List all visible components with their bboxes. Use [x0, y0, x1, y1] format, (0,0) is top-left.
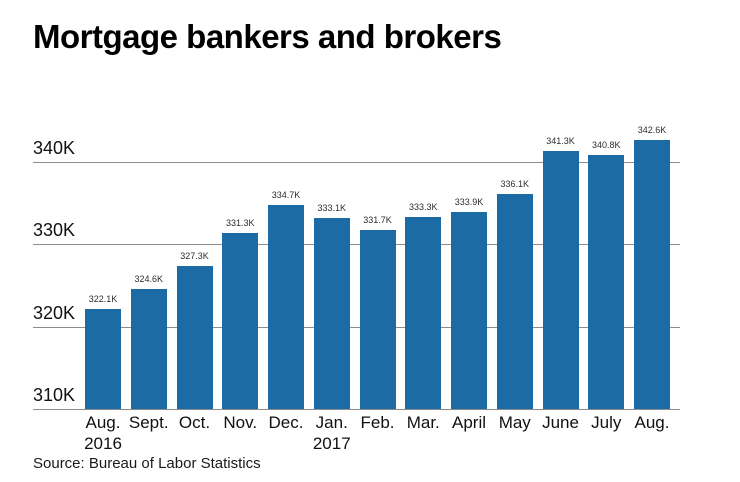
- x-axis-tick-label: April: [424, 412, 514, 433]
- x-axis-tick-label: Oct.: [150, 412, 240, 433]
- x-axis-tick-label: Nov.: [195, 412, 285, 433]
- gridline: [33, 409, 680, 410]
- bar-value-label: 334.7K: [271, 190, 301, 201]
- x-axis-month-label: May: [498, 413, 531, 432]
- bar: [268, 205, 304, 409]
- y-axis-tick-label: 340K: [33, 137, 76, 158]
- bar-value-label: 333.3K: [408, 201, 438, 212]
- x-axis-tick-label: Dec.: [241, 412, 331, 433]
- bar: [542, 150, 579, 409]
- x-axis-month-label: Oct.: [178, 413, 211, 432]
- y-axis-tick-label: 310K: [33, 385, 76, 405]
- gridline: [33, 161, 680, 163]
- gridline: [33, 326, 680, 328]
- bar: [222, 233, 259, 409]
- x-axis-month-label: April: [451, 413, 486, 432]
- x-axis-month-label: Jan.: [315, 413, 348, 432]
- gridline: [33, 244, 680, 245]
- x-axis-month-label: Aug.: [634, 413, 670, 432]
- bar-value-label: 336.1K: [500, 178, 530, 189]
- x-axis-month-label: Mar.: [406, 413, 440, 432]
- bar: [451, 211, 487, 409]
- bar: [313, 218, 350, 409]
- x-axis-tick-label: Sept.: [104, 412, 194, 433]
- x-axis-month-label: Nov.: [223, 413, 258, 432]
- bar-value-label: 340.8K: [591, 139, 621, 150]
- x-axis-year-label: 2017: [312, 434, 351, 453]
- bar-value-label: 324.6K: [134, 273, 164, 284]
- x-axis-month-label: June: [542, 413, 579, 432]
- x-axis-month-label: Dec.: [268, 413, 304, 432]
- bar-value-label: 333.9K: [454, 196, 484, 207]
- bar-value-label: 333.1K: [317, 203, 347, 214]
- x-axis-tick-label: Jan. 2017: [287, 412, 377, 454]
- bar: [405, 216, 442, 409]
- bar: [588, 154, 625, 409]
- x-axis-month-label: Aug.: [85, 413, 121, 432]
- chart-title: Mortgage bankers and brokers: [33, 18, 502, 55]
- x-axis-year-label: 2016: [84, 434, 122, 453]
- bar: [130, 288, 167, 409]
- x-axis-tick-label: July: [561, 412, 651, 433]
- bar-value-label: 342.6K: [637, 125, 667, 136]
- bar: [359, 229, 396, 409]
- x-axis-tick-label: May: [470, 412, 560, 433]
- x-axis-tick-label: Aug. 2016: [58, 412, 148, 454]
- bar-value-label: 322.1K: [88, 294, 118, 305]
- bar: [496, 193, 533, 409]
- bar-value-label: 331.7K: [363, 214, 392, 225]
- x-axis-tick-label: Feb.: [333, 412, 423, 433]
- bar: [176, 266, 213, 409]
- x-axis-tick-label: June: [516, 412, 606, 433]
- bar-value-label: 341.3K: [546, 135, 575, 146]
- x-axis-month-label: Feb.: [360, 413, 395, 432]
- x-axis-month-label: July: [591, 413, 622, 432]
- y-axis-tick-label: 320K: [33, 302, 76, 323]
- bar: [85, 309, 121, 409]
- x-axis-tick-label: Aug.: [607, 412, 697, 433]
- source-note: Source: Bureau of Labor Statistics: [33, 455, 261, 472]
- x-axis-tick-label: Mar.: [378, 412, 468, 433]
- bar: [634, 140, 670, 409]
- bar-value-label: 331.3K: [225, 218, 255, 229]
- bar-value-label: 327.3K: [180, 251, 209, 262]
- x-axis-month-label: Sept.: [128, 413, 169, 432]
- y-axis-tick-label: 330K: [33, 220, 76, 240]
